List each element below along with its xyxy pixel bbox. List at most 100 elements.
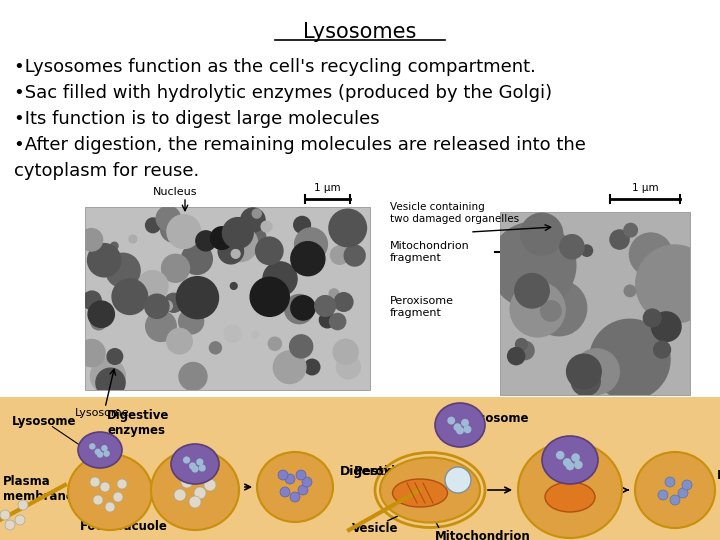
Text: •After digestion, the remaining molecules are released into the: •After digestion, the remaining molecule… bbox=[14, 136, 586, 154]
Circle shape bbox=[296, 470, 306, 480]
Circle shape bbox=[274, 351, 306, 383]
Circle shape bbox=[112, 279, 148, 314]
Circle shape bbox=[454, 423, 462, 431]
Circle shape bbox=[574, 461, 582, 469]
Circle shape bbox=[15, 515, 25, 525]
Text: Digestive
enzymes: Digestive enzymes bbox=[107, 409, 169, 437]
Text: Food vacuole: Food vacuole bbox=[80, 520, 167, 533]
Text: Nucleus: Nucleus bbox=[153, 187, 197, 197]
Circle shape bbox=[447, 417, 455, 424]
Ellipse shape bbox=[392, 479, 448, 507]
Circle shape bbox=[291, 242, 325, 276]
Ellipse shape bbox=[171, 444, 219, 484]
Circle shape bbox=[181, 244, 212, 274]
Ellipse shape bbox=[380, 457, 480, 523]
Circle shape bbox=[670, 495, 680, 505]
Circle shape bbox=[261, 221, 272, 232]
Text: Lysosome: Lysosome bbox=[75, 408, 130, 418]
Circle shape bbox=[156, 206, 181, 231]
Text: Vesicle: Vesicle bbox=[352, 522, 398, 535]
Circle shape bbox=[294, 217, 310, 233]
Circle shape bbox=[302, 477, 312, 487]
Circle shape bbox=[230, 282, 237, 289]
Circle shape bbox=[574, 349, 619, 394]
Circle shape bbox=[101, 445, 108, 451]
Ellipse shape bbox=[257, 452, 333, 522]
Circle shape bbox=[167, 328, 192, 354]
Circle shape bbox=[194, 487, 206, 499]
Circle shape bbox=[218, 239, 243, 264]
Circle shape bbox=[305, 359, 320, 375]
Circle shape bbox=[100, 482, 110, 492]
Circle shape bbox=[89, 443, 96, 450]
Text: •Its function is to digest large molecules: •Its function is to digest large molecul… bbox=[14, 110, 379, 128]
Circle shape bbox=[94, 449, 101, 455]
Circle shape bbox=[78, 340, 105, 367]
Circle shape bbox=[571, 453, 580, 462]
Bar bbox=[85, 207, 370, 390]
Ellipse shape bbox=[542, 436, 598, 484]
Circle shape bbox=[333, 339, 358, 364]
Circle shape bbox=[129, 235, 137, 243]
Circle shape bbox=[665, 477, 675, 487]
Circle shape bbox=[161, 215, 187, 242]
Circle shape bbox=[624, 224, 637, 237]
Ellipse shape bbox=[435, 403, 485, 447]
Ellipse shape bbox=[78, 432, 122, 468]
Circle shape bbox=[0, 510, 10, 520]
Circle shape bbox=[590, 319, 670, 400]
Circle shape bbox=[563, 458, 572, 467]
Circle shape bbox=[167, 215, 201, 248]
Bar bbox=[349, 397, 720, 540]
Circle shape bbox=[240, 208, 265, 232]
Circle shape bbox=[252, 331, 258, 338]
Circle shape bbox=[251, 229, 266, 244]
Circle shape bbox=[336, 355, 360, 379]
Circle shape bbox=[105, 502, 115, 512]
Circle shape bbox=[624, 285, 636, 296]
Circle shape bbox=[289, 335, 312, 358]
Bar bbox=[0, 397, 349, 540]
Circle shape bbox=[179, 362, 207, 390]
Circle shape bbox=[313, 243, 325, 254]
Circle shape bbox=[231, 249, 240, 258]
Circle shape bbox=[629, 233, 672, 276]
Circle shape bbox=[196, 231, 216, 251]
Circle shape bbox=[344, 245, 365, 266]
Circle shape bbox=[222, 218, 253, 248]
Circle shape bbox=[88, 301, 114, 327]
Circle shape bbox=[556, 451, 564, 460]
Circle shape bbox=[192, 465, 199, 472]
Circle shape bbox=[566, 462, 575, 470]
Circle shape bbox=[567, 354, 601, 389]
Circle shape bbox=[145, 294, 169, 319]
Circle shape bbox=[252, 209, 261, 218]
Circle shape bbox=[196, 458, 204, 465]
Circle shape bbox=[164, 293, 183, 312]
Circle shape bbox=[93, 495, 103, 505]
Bar bbox=[500, 212, 690, 395]
Circle shape bbox=[330, 313, 346, 329]
Circle shape bbox=[329, 209, 366, 247]
Circle shape bbox=[652, 312, 681, 341]
Circle shape bbox=[88, 244, 121, 277]
Circle shape bbox=[181, 476, 193, 488]
Text: Lysosome: Lysosome bbox=[12, 415, 76, 428]
Text: Peroxisome: Peroxisome bbox=[354, 465, 431, 478]
Text: Plasma
membrane: Plasma membrane bbox=[3, 475, 74, 503]
Circle shape bbox=[96, 368, 125, 397]
Circle shape bbox=[161, 254, 189, 282]
Text: Digestion: Digestion bbox=[717, 469, 720, 482]
Circle shape bbox=[210, 342, 222, 354]
Circle shape bbox=[113, 492, 123, 502]
Circle shape bbox=[83, 291, 102, 309]
Circle shape bbox=[560, 235, 584, 259]
Circle shape bbox=[284, 294, 314, 323]
Circle shape bbox=[138, 271, 168, 301]
Circle shape bbox=[104, 450, 110, 457]
Circle shape bbox=[176, 276, 218, 319]
Circle shape bbox=[263, 262, 297, 296]
Circle shape bbox=[5, 520, 15, 530]
Text: Peroxisome
fragment: Peroxisome fragment bbox=[390, 296, 454, 318]
Circle shape bbox=[199, 464, 206, 471]
